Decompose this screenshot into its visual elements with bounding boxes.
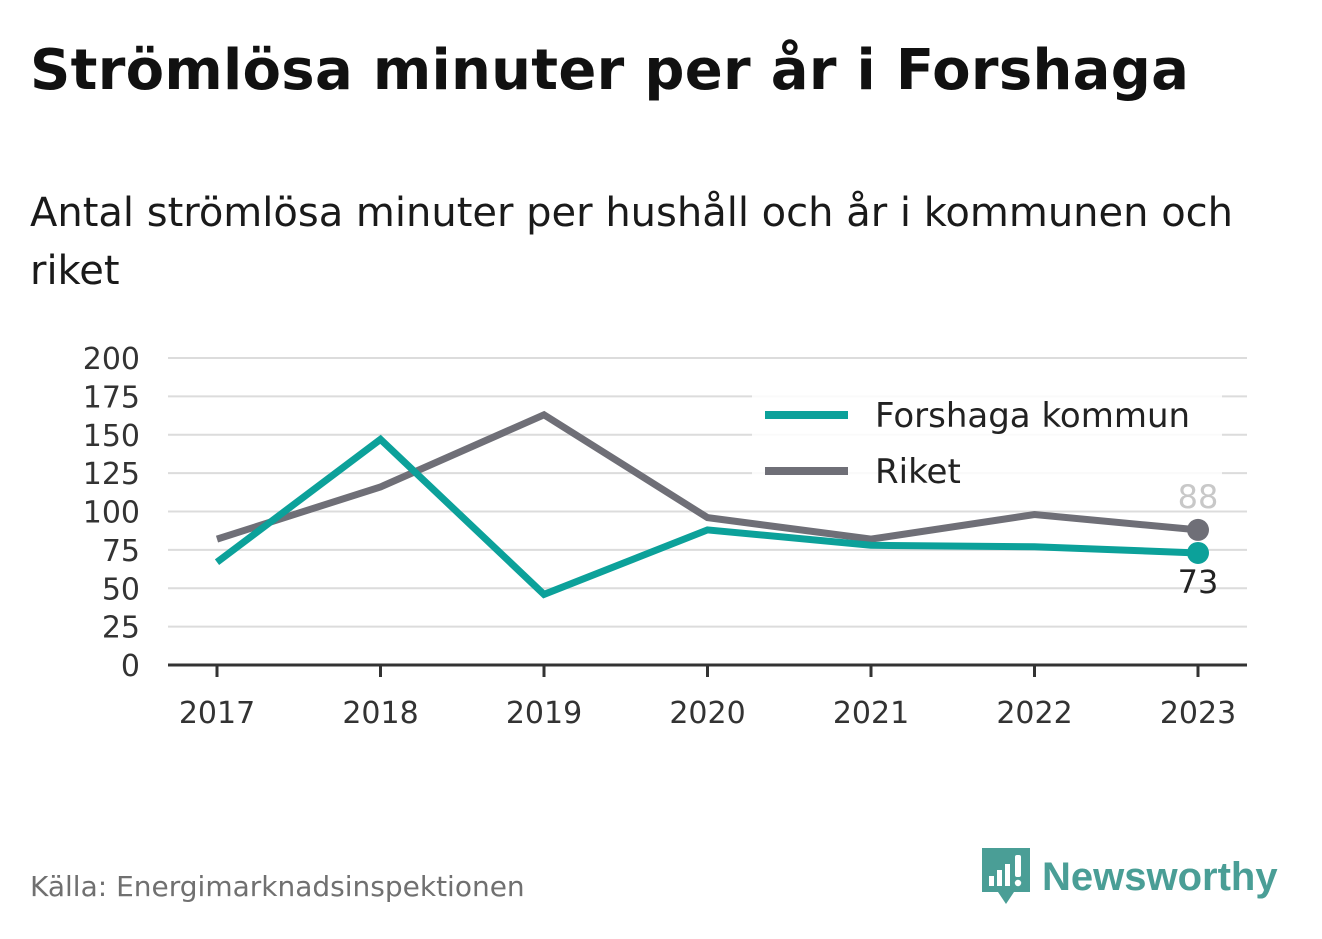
legend: Forshaga kommun Riket [752, 387, 1222, 497]
x-tick-label: 2017 [179, 696, 255, 731]
series-line-forshaga [214, 434, 1199, 599]
data-point-riket [1187, 518, 1209, 541]
series-line-riket [215, 410, 1199, 543]
x-tick-label: 2022 [996, 696, 1072, 731]
x-tick-label: 2019 [506, 696, 582, 731]
y-tick-label: 200 [83, 342, 140, 377]
x-tick-label: 2018 [342, 696, 418, 731]
brand-logo[interactable]: Newsworthy [980, 846, 1278, 908]
legend-background [752, 387, 1222, 497]
x-tick-label: 2023 [1160, 696, 1236, 731]
chart-subtitle: Antal strömlösa minuter per hushåll och … [30, 190, 1234, 294]
y-tick-label: 100 [83, 496, 140, 531]
y-tick-label: 175 [83, 380, 140, 415]
y-tick-label: 125 [83, 457, 140, 492]
x-tick-label: 2020 [669, 696, 745, 731]
newsworthy-logo-icon [982, 848, 1030, 904]
y-tick-label: 25 [102, 611, 140, 646]
y-tick-label: 75 [102, 534, 140, 569]
chart-title: Strömlösa minuter per år i Forshaga [30, 38, 1190, 103]
source-note: Källa: Energimarknadsinspektionen [30, 870, 525, 903]
y-tick-label: 50 [102, 572, 140, 607]
end-label-forshaga: 73 [1178, 563, 1219, 601]
brand-name: Newsworthy [1042, 854, 1278, 899]
data-point-forshaga [1187, 541, 1209, 564]
end-label-riket: 88 [1178, 478, 1219, 516]
x-tick-label: 2021 [833, 696, 909, 731]
legend-label-forshaga: Forshaga kommun [875, 396, 1190, 436]
series [214, 410, 1209, 599]
legend-label-riket: Riket [875, 452, 961, 492]
y-tick-label: 0 [121, 649, 140, 684]
y-tick-label: 150 [83, 419, 140, 454]
x-axis-ticks: 2017 2018 2019 2020 2021 2022 2023 [179, 665, 1236, 731]
